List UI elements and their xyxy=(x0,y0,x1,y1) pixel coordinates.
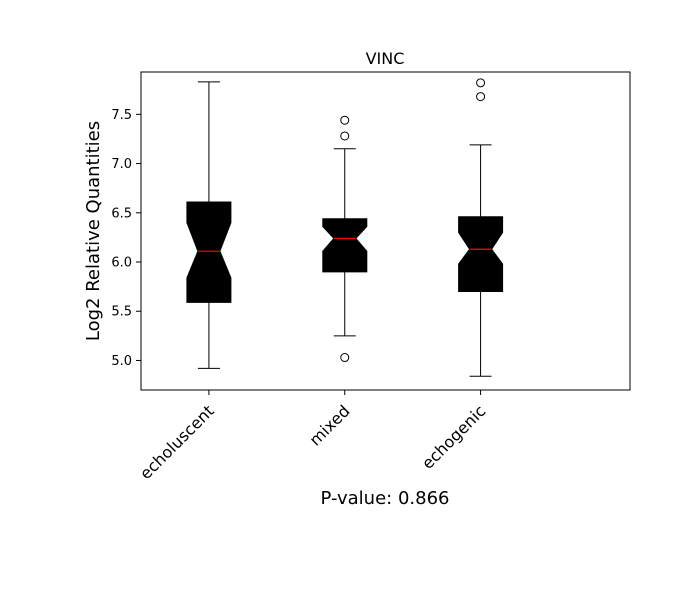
x-axis-label: P-value: 0.866 xyxy=(321,488,450,509)
box-echoluscent: echoluscent xyxy=(136,81,232,483)
plot-area: 5.0 5.5 6.0 6.5 7.0 7.5 echoluscent mixed echoge… xyxy=(111,71,631,483)
outlier-point xyxy=(340,131,350,141)
box-mixed: mixed xyxy=(305,115,368,449)
outlier-point xyxy=(340,353,350,363)
y-tick-label: 7.0 xyxy=(111,157,132,172)
y-axis-label: Log2 Relative Quantities xyxy=(83,121,104,341)
x-tick-label: echogenic xyxy=(418,401,489,472)
notched-box xyxy=(322,218,368,273)
notched-box xyxy=(458,216,504,292)
chart-title: VINC xyxy=(366,49,405,68)
x-tick-label: echoluscent xyxy=(136,401,218,483)
plot-frame xyxy=(140,71,631,391)
outlier-point xyxy=(340,115,350,125)
y-tick-label: 5.0 xyxy=(111,354,132,369)
y-tick-label: 7.5 xyxy=(111,108,132,123)
y-tick-label: 6.5 xyxy=(111,206,132,221)
notched-box xyxy=(186,201,232,303)
x-tick-label: mixed xyxy=(305,401,353,449)
y-tick-label: 6.0 xyxy=(111,256,132,271)
box-echogenic: echogenic xyxy=(418,78,504,473)
outlier-point xyxy=(476,78,486,88)
y-tick-label: 5.5 xyxy=(111,305,132,320)
outlier-point xyxy=(476,92,486,102)
